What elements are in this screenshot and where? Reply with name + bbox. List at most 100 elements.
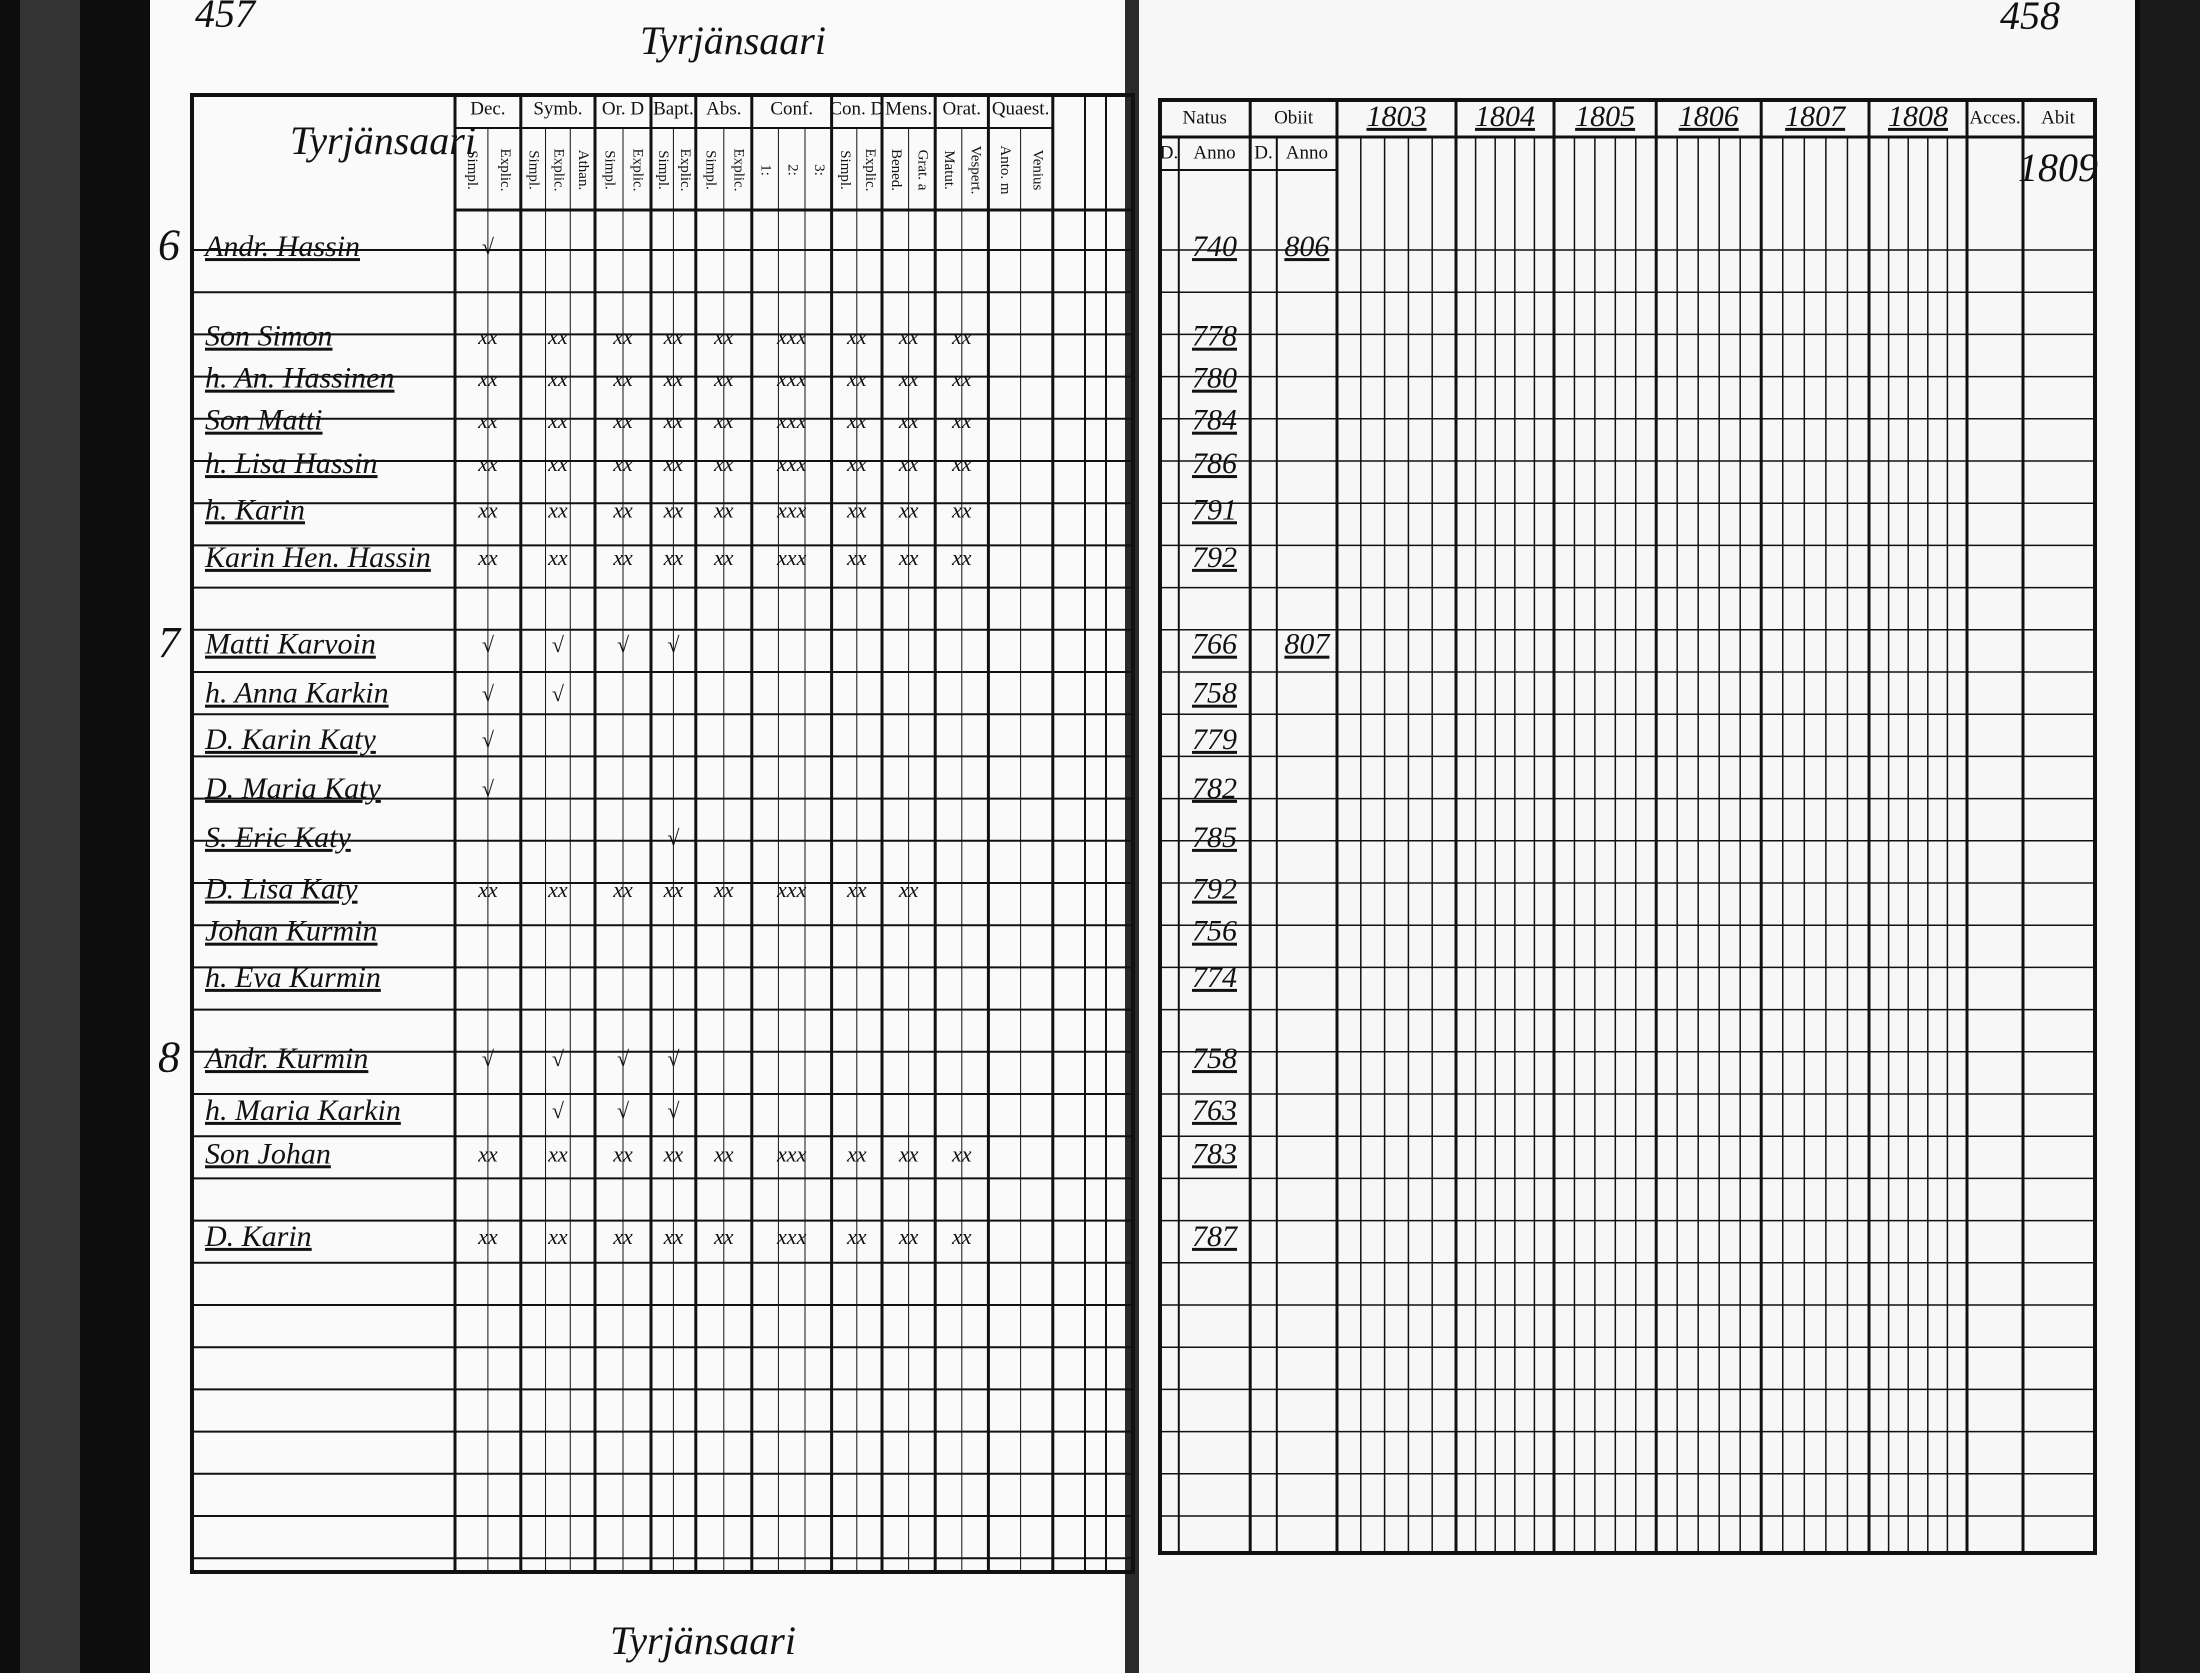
column-sub-label: D. bbox=[1254, 142, 1272, 163]
catechism-mark: xx bbox=[951, 451, 972, 476]
catechism-mark: xx bbox=[547, 497, 568, 522]
catechism-mark: √ bbox=[552, 632, 565, 657]
catechism-mark: xx bbox=[477, 545, 498, 570]
member-name: D. Maria Katy bbox=[204, 772, 382, 805]
catechism-mark: xxx bbox=[776, 366, 807, 391]
catechism-mark: xx bbox=[846, 497, 867, 522]
column-sub-label: 3: bbox=[811, 164, 827, 176]
catechism-mark: √ bbox=[482, 1046, 495, 1071]
catechism-mark: xx bbox=[547, 1224, 568, 1249]
page-number: 457 bbox=[195, 0, 257, 36]
birth-year: 758 bbox=[1192, 1042, 1237, 1075]
birth-year: 766 bbox=[1192, 628, 1237, 661]
binding-edge bbox=[20, 0, 80, 1673]
catechism-mark: √ bbox=[482, 776, 495, 801]
column-sub-label: Simpl. bbox=[602, 150, 618, 190]
catechism-mark: xx bbox=[951, 408, 972, 433]
catechism-mark: xx bbox=[713, 1224, 734, 1249]
catechism-mark: xx bbox=[547, 1141, 568, 1166]
birth-year: 791 bbox=[1192, 493, 1237, 526]
catechism-mark: xx bbox=[951, 1224, 972, 1249]
column-sub-label: 1: bbox=[758, 164, 774, 176]
household-number: 8 bbox=[158, 1032, 180, 1081]
catechism-mark: xx bbox=[898, 545, 919, 570]
catechism-mark: xx bbox=[846, 408, 867, 433]
catechism-mark: xx bbox=[663, 366, 684, 391]
catechism-mark: xx bbox=[713, 408, 734, 433]
catechism-mark: xx bbox=[898, 451, 919, 476]
running-head: Tyrjänsaari bbox=[640, 18, 826, 63]
catechism-mark: xx bbox=[547, 324, 568, 349]
member-name: h. Maria Karkin bbox=[205, 1094, 401, 1127]
catechism-mark: xx bbox=[477, 451, 498, 476]
column-group-label: Or. D bbox=[602, 98, 644, 119]
catechism-mark: xx bbox=[846, 366, 867, 391]
column-group-label: 1803 bbox=[1367, 100, 1427, 133]
birth-year: 778 bbox=[1192, 320, 1237, 353]
column-group-label: 1805 bbox=[1575, 100, 1635, 133]
catechism-mark: xx bbox=[477, 497, 498, 522]
member-name: Matti Karvoin bbox=[204, 628, 376, 661]
member-name: h. Karin bbox=[205, 493, 305, 526]
column-sub-label: Venius bbox=[1029, 150, 1045, 191]
catechism-mark: xx bbox=[713, 497, 734, 522]
birth-year: 763 bbox=[1192, 1094, 1237, 1127]
catechism-mark: xx bbox=[846, 877, 867, 902]
column-group-label: Bapt. bbox=[653, 98, 694, 119]
left-page bbox=[150, 0, 1135, 1673]
catechism-mark: xx bbox=[713, 324, 734, 349]
left-table-frame bbox=[190, 93, 1135, 1574]
catechism-mark: √ bbox=[617, 632, 630, 657]
catechism-mark: xx bbox=[477, 1141, 498, 1166]
catechism-mark: xx bbox=[477, 366, 498, 391]
birth-year: 740 bbox=[1192, 230, 1237, 263]
catechism-mark: xx bbox=[846, 1141, 867, 1166]
column-sub-label: Explic. bbox=[677, 149, 693, 192]
catechism-mark: xx bbox=[663, 877, 684, 902]
column-sub-label: Simpl. bbox=[702, 150, 718, 190]
birth-year: 787 bbox=[1192, 1220, 1239, 1253]
column-group-label: Quaest. bbox=[992, 98, 1050, 119]
catechism-mark: xx bbox=[846, 324, 867, 349]
catechism-mark: xx bbox=[846, 545, 867, 570]
catechism-mark: xx bbox=[663, 324, 684, 349]
catechism-mark: xxx bbox=[776, 545, 807, 570]
member-name: Andr. Kurmin bbox=[203, 1042, 368, 1075]
catechism-mark: xx bbox=[898, 324, 919, 349]
catechism-mark: xxx bbox=[776, 1224, 807, 1249]
birth-year: 783 bbox=[1192, 1137, 1237, 1170]
catechism-mark: xx bbox=[663, 451, 684, 476]
catechism-mark: xx bbox=[713, 877, 734, 902]
column-sub-label: Anno bbox=[1193, 142, 1235, 163]
footer: Tyrjänsaari bbox=[610, 1618, 796, 1663]
birth-year: 784 bbox=[1192, 404, 1237, 437]
catechism-mark: xxx bbox=[776, 1141, 807, 1166]
catechism-mark: xx bbox=[663, 545, 684, 570]
column-sub-label: Simpl. bbox=[837, 150, 853, 190]
death-year: 806 bbox=[1284, 230, 1329, 263]
column-sub-label: Explic. bbox=[630, 149, 646, 192]
catechism-mark: xx bbox=[612, 877, 633, 902]
catechism-mark: √ bbox=[617, 1046, 630, 1071]
birth-year: 785 bbox=[1192, 821, 1237, 854]
catechism-mark: xx bbox=[547, 366, 568, 391]
catechism-mark: √ bbox=[482, 681, 495, 706]
page-number: 458 bbox=[2000, 0, 2060, 38]
catechism-mark: xx bbox=[612, 408, 633, 433]
household-number: 6 bbox=[158, 220, 180, 269]
birth-year: 779 bbox=[1192, 723, 1237, 756]
column-sub-label: Simpl. bbox=[464, 150, 480, 190]
member-name: Son Simon bbox=[205, 320, 333, 353]
catechism-mark: xx bbox=[951, 366, 972, 391]
catechism-mark: xx bbox=[547, 451, 568, 476]
catechism-mark: xx bbox=[898, 1141, 919, 1166]
column-sub-label: Grat. a bbox=[914, 150, 930, 191]
column-group-label: Conf. bbox=[770, 98, 813, 119]
column-group-label: Mens. bbox=[885, 98, 932, 119]
catechism-mark: xx bbox=[951, 545, 972, 570]
catechism-mark: √ bbox=[482, 632, 495, 657]
member-name: D. Lisa Katy bbox=[204, 873, 358, 906]
column-sub-label: Matut. bbox=[941, 150, 957, 190]
catechism-mark: xx bbox=[898, 408, 919, 433]
